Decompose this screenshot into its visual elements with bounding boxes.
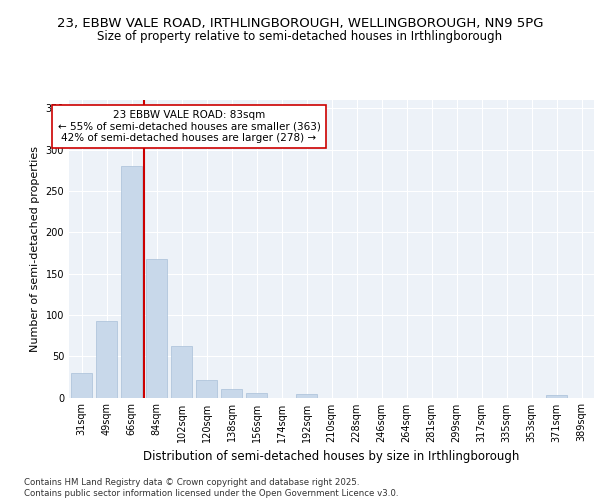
Text: Size of property relative to semi-detached houses in Irthlingborough: Size of property relative to semi-detach… (97, 30, 503, 43)
Bar (296, 394, 317, 398)
X-axis label: Distribution of semi-detached houses by size in Irthlingborough: Distribution of semi-detached houses by … (143, 450, 520, 463)
Text: 23, EBBW VALE ROAD, IRTHLINGBOROUGH, WELLINGBOROUGH, NN9 5PG: 23, EBBW VALE ROAD, IRTHLINGBOROUGH, WEL… (57, 18, 543, 30)
Bar (71, 372, 92, 398)
Bar (196, 380, 217, 398)
Bar (171, 346, 192, 398)
Bar (546, 395, 567, 398)
Y-axis label: Number of semi-detached properties: Number of semi-detached properties (30, 146, 40, 352)
Text: Contains HM Land Registry data © Crown copyright and database right 2025.
Contai: Contains HM Land Registry data © Crown c… (24, 478, 398, 498)
Bar (146, 258, 167, 398)
Bar (246, 394, 267, 398)
Bar (96, 320, 117, 398)
Bar (221, 389, 242, 398)
Bar (121, 166, 142, 398)
Text: 23 EBBW VALE ROAD: 83sqm
← 55% of semi-detached houses are smaller (363)
42% of : 23 EBBW VALE ROAD: 83sqm ← 55% of semi-d… (58, 110, 320, 143)
